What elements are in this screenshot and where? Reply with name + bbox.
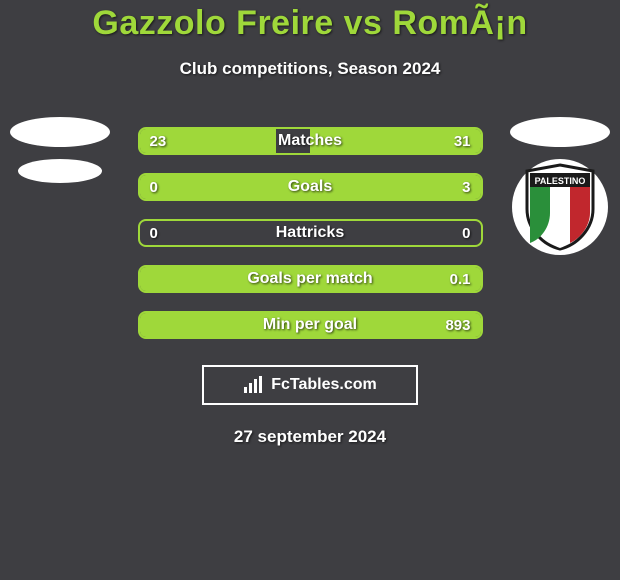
date-label: 27 september 2024	[0, 427, 620, 447]
stat-bar: 2331Matches	[138, 127, 483, 155]
placeholder-badge	[18, 159, 102, 183]
placeholder-badge	[10, 117, 110, 147]
page-subtitle: Club competitions, Season 2024	[0, 59, 620, 79]
left-team-badges	[10, 117, 110, 183]
stat-label: Min per goal	[140, 313, 481, 337]
svg-text:PALESTINO: PALESTINO	[535, 176, 586, 186]
stats-card: Gazzolo Freire vs RomÃ¡n Club competitio…	[0, 0, 620, 447]
stat-bar: 03Goals	[138, 173, 483, 201]
stat-label: Goals per match	[140, 267, 481, 291]
stat-bar: 893Min per goal	[138, 311, 483, 339]
brand-label: FcTables.com	[271, 376, 377, 394]
stat-label: Matches	[140, 129, 481, 153]
stat-bar: 0.1Goals per match	[138, 265, 483, 293]
brand-box: FcTables.com	[202, 365, 418, 405]
right-team-badges: PALESTINO	[510, 117, 610, 255]
page-title: Gazzolo Freire vs RomÃ¡n	[0, 4, 620, 43]
shield-icon: PALESTINO	[523, 163, 597, 251]
stats-area: PALESTINO 2331Matches 03Goals 00Hattricks 0…	[0, 127, 620, 339]
team-crest-palestino: PALESTINO	[512, 159, 608, 255]
stat-label: Hattricks	[140, 221, 481, 245]
bars-icon	[243, 376, 265, 394]
placeholder-badge	[510, 117, 610, 147]
comparison-bars: 2331Matches 03Goals 00Hattricks 0.1Goals pe…	[138, 127, 483, 339]
stat-bar: 00Hattricks	[138, 219, 483, 247]
stat-label: Goals	[140, 175, 481, 199]
